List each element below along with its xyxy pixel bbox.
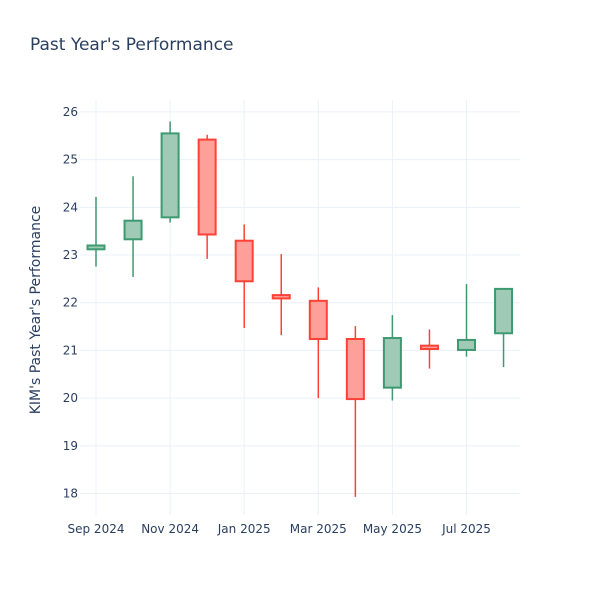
- candle-down: [234, 224, 254, 329]
- candle-up: [382, 315, 402, 401]
- y-gridlines: [80, 111, 520, 495]
- candle-up: [86, 196, 106, 267]
- x-axis-ticks: Sep 2024 Nov 2024 Jan 2025 Mar 2025 May 2025…: [68, 522, 491, 536]
- x-tick-label: May 2025: [363, 522, 422, 536]
- y-tick-label: 26: [63, 105, 78, 119]
- y-axis-ticks: 18 19 20 21 22 23 24 25 26: [63, 105, 78, 501]
- candle-body: [123, 219, 143, 241]
- y-tick-label: 22: [63, 296, 78, 310]
- candle-body: [271, 294, 291, 300]
- candle-up: [123, 176, 143, 277]
- candle-body: [382, 337, 402, 389]
- candle-body: [234, 239, 254, 283]
- candle-down: [419, 329, 439, 369]
- y-tick-label: 21: [63, 343, 78, 357]
- y-tick-label: 20: [63, 391, 78, 405]
- y-tick-label: 18: [63, 487, 78, 501]
- candle-body: [86, 244, 106, 251]
- candles: [86, 121, 514, 497]
- x-tick-label: Nov 2024: [141, 522, 199, 536]
- candle-down: [345, 326, 365, 497]
- candle-up: [494, 287, 514, 368]
- candle-down: [271, 254, 291, 336]
- x-tick-label: Jan 2025: [217, 522, 271, 536]
- y-tick-label: 19: [63, 439, 78, 453]
- candle-up: [457, 284, 476, 357]
- candle-body: [457, 338, 476, 351]
- candle-up: [160, 121, 180, 223]
- y-tick-label: 25: [63, 153, 78, 167]
- candle-down: [308, 287, 328, 399]
- x-tick-label: Jul 2025: [441, 522, 491, 536]
- candle-body: [494, 287, 514, 335]
- candle-body: [160, 132, 180, 219]
- candle-body: [308, 299, 328, 340]
- x-tick-label: Sep 2024: [68, 522, 125, 536]
- candle-body: [419, 344, 439, 350]
- chart-title: Past Year's Performance: [30, 35, 234, 55]
- candle-body: [197, 138, 217, 236]
- x-tick-label: Mar 2025: [290, 522, 347, 536]
- candle-body: [345, 337, 365, 401]
- y-tick-label: 24: [63, 200, 78, 214]
- candle-down: [197, 134, 217, 259]
- y-tick-label: 23: [63, 248, 78, 262]
- y-axis-title: KIM's Past Year's Performance: [28, 206, 44, 415]
